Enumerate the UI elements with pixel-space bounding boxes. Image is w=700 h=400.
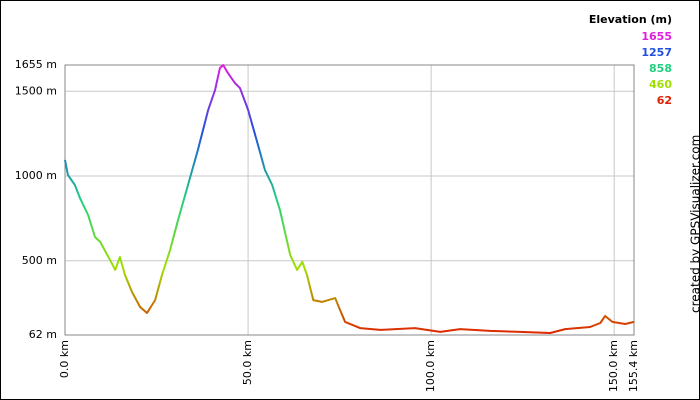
elevation-line — [64, 64, 635, 334]
x-tick-label: 100.0 km — [424, 340, 437, 392]
legend-value: 460 — [649, 78, 672, 91]
y-tick-label: 500 m — [22, 254, 57, 267]
y-tick-label: 1000 m — [15, 169, 57, 182]
legend-value: 858 — [649, 62, 672, 75]
x-tick-label: 155.4 km — [627, 340, 640, 392]
y-tick-label: 1655 m — [15, 58, 57, 71]
credit: created by GPSVisualizer.com — [689, 135, 700, 313]
legend-value: 1257 — [641, 46, 672, 59]
y-tick-label: 62 m — [29, 328, 57, 341]
x-tick-label: 0.0 km — [58, 340, 71, 378]
legend-value: 1655 — [641, 30, 672, 43]
legend-value: 62 — [657, 94, 672, 107]
x-tick-label: 150.0 km — [607, 340, 620, 392]
y-tick-label: 1500 m — [15, 84, 57, 97]
legend-title: Elevation (m) — [589, 13, 672, 26]
x-tick-label: 50.0 km — [241, 340, 254, 385]
plot-border — [64, 64, 635, 336]
